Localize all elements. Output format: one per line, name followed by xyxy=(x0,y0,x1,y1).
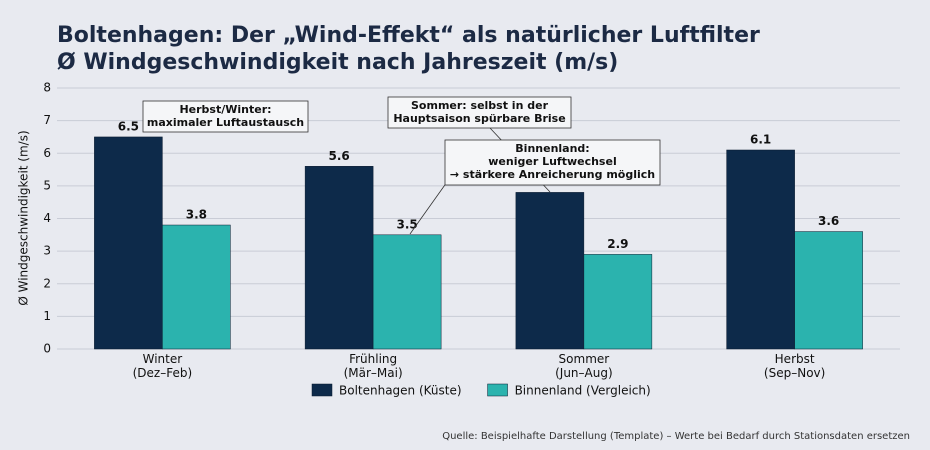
legend-label: Binnenland (Vergleich) xyxy=(515,384,651,398)
annotation-box xyxy=(387,96,572,129)
bar xyxy=(372,234,442,350)
legend-label: Boltenhagen (Küste) xyxy=(339,384,462,398)
value-label: 2.9 xyxy=(607,237,628,251)
value-label: 3.5 xyxy=(396,217,417,231)
value-label: 6.1 xyxy=(750,132,771,146)
y-tick-label: 6 xyxy=(43,146,51,160)
annotation: Herbst/Winter: maximaler Luftaustausch xyxy=(147,103,304,129)
y-tick-label: 4 xyxy=(43,211,51,225)
y-tick-label: 0 xyxy=(43,342,51,356)
x-tick-label: Winter (Dez–Feb) xyxy=(133,352,193,380)
legend-swatch xyxy=(487,383,508,397)
annotation: Binnenland: weniger Luftwechsel → stärkere… xyxy=(450,142,655,181)
y-tick-label: 8 xyxy=(43,81,51,95)
legend-swatch xyxy=(311,383,333,397)
value-label: 3.8 xyxy=(186,208,207,222)
value-label: 5.6 xyxy=(328,149,349,163)
annotation-arrow xyxy=(409,181,448,235)
x-tick-label: Frühling (Mär–Mai) xyxy=(344,352,403,380)
y-tick-label: 2 xyxy=(43,276,51,290)
y-tick-label: 5 xyxy=(43,178,51,192)
annotation: Sommer: selbst in der Hauptsaison spürbar… xyxy=(393,99,565,125)
bar xyxy=(726,149,795,350)
x-tick-label: Herbst (Sep–Nov) xyxy=(764,352,825,380)
bar xyxy=(304,166,374,350)
value-label: 6.5 xyxy=(118,119,139,133)
bar xyxy=(162,224,231,350)
chart-title: Boltenhagen: Der „Wind-Effekt“ als natür… xyxy=(57,23,760,75)
bar xyxy=(94,136,163,350)
y-axis-label: Ø Windgeschwindigkeit (m/s) xyxy=(17,130,31,305)
y-tick-label: 7 xyxy=(43,113,51,127)
y-tick-label: 1 xyxy=(43,309,51,323)
annotation-box xyxy=(142,100,309,133)
y-tick-label: 3 xyxy=(43,244,51,258)
value-label: 3.6 xyxy=(818,214,839,228)
bar xyxy=(583,254,653,350)
bar xyxy=(515,192,585,350)
bar xyxy=(794,231,863,350)
x-tick-label: Sommer (Jun–Aug) xyxy=(555,352,613,380)
source-note: Quelle: Beispielhafte Darstellung (Templ… xyxy=(442,431,910,442)
annotation-box xyxy=(444,139,661,186)
